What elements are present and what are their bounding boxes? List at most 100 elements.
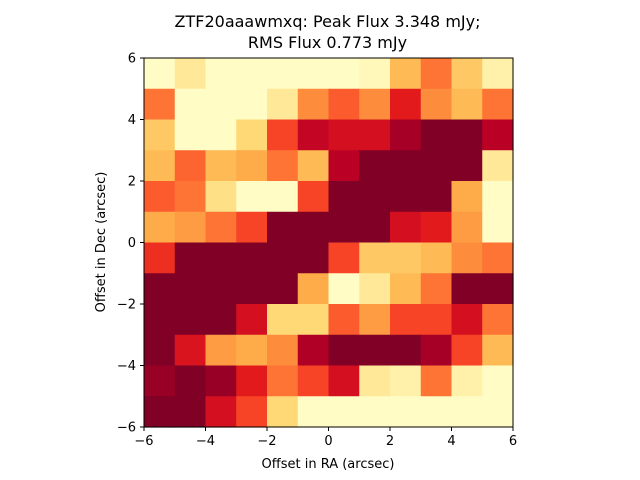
heatmap-cell: [144, 396, 176, 428]
heatmap-cell: [174, 304, 207, 336]
heatmap-cell: [420, 211, 453, 244]
heatmap-cell: [236, 365, 268, 397]
heatmap-cell: [482, 273, 514, 305]
heatmap-cell: [482, 58, 514, 90]
x-axis-label: Offset in RA (arcsec): [262, 457, 395, 472]
heatmap-cell: [174, 150, 207, 182]
heatmap-cell: [359, 396, 391, 428]
heatmap-cell: [267, 273, 299, 305]
heatmap-cell: [451, 181, 483, 213]
y-tick-label: 4: [128, 113, 136, 128]
heatmap-cell: [359, 150, 391, 182]
heatmap-cell: [174, 88, 207, 121]
heatmap-cell: [144, 365, 176, 397]
heatmap-cell: [482, 150, 514, 182]
heatmap-cell: [390, 119, 422, 151]
heatmap-cell: [205, 242, 237, 274]
heatmap-cell: [390, 242, 422, 274]
heatmap-cell: [267, 242, 299, 274]
heatmap-cell: [205, 88, 237, 121]
heatmap-cell: [205, 58, 237, 90]
heatmap-cell: [451, 334, 483, 367]
heatmap-cell: [482, 211, 514, 244]
heatmap-cell: [236, 181, 268, 213]
y-tick-label: −2: [117, 298, 136, 313]
heatmap-cell: [174, 365, 207, 397]
heatmap-cell: [297, 150, 330, 182]
heatmap-cell: [359, 304, 391, 336]
heatmap-cell: [328, 58, 360, 90]
chart-title-line1: ZTF20aaawmxq: Peak Flux 3.348 mJy;: [174, 12, 481, 31]
heatmap-cell: [297, 211, 330, 244]
heatmap-cell: [390, 304, 422, 336]
heatmap-cell: [174, 211, 207, 244]
heatmap-cell: [267, 181, 299, 213]
heatmap-cell: [451, 88, 483, 121]
y-axis-label: Offset in Dec (arcsec): [94, 172, 109, 313]
heatmap-cell: [328, 304, 360, 336]
heatmap-cell: [205, 365, 237, 397]
heatmap-cell: [451, 119, 483, 151]
heatmap-cell: [359, 211, 391, 244]
heatmap-cell: [144, 273, 176, 305]
chart-title-line2: RMS Flux 0.773 mJy: [247, 33, 408, 52]
heatmap-cell: [297, 119, 330, 151]
heatmap-cell: [236, 58, 268, 90]
heatmap-cell: [267, 334, 299, 367]
heatmap-cell: [174, 58, 207, 90]
heatmap-cell: [236, 211, 268, 244]
heatmap-cell: [144, 242, 176, 274]
heatmap-cell: [144, 334, 176, 367]
heatmap-cell: [297, 365, 330, 397]
heatmap-cell: [420, 88, 453, 121]
heatmap-cell: [420, 181, 453, 213]
heatmap-cell: [451, 365, 483, 397]
heatmap-cell: [174, 334, 207, 367]
y-tick-label: 0: [128, 236, 136, 251]
y-axis-ticks: −6 −4 −2 0 2 4 6: [117, 52, 144, 436]
heatmap-cell: [205, 181, 237, 213]
heatmap-cell: [390, 334, 422, 367]
heatmap-cell: [205, 119, 237, 151]
heatmap-cell: [144, 181, 176, 213]
heatmap-cell: [359, 88, 391, 121]
heatmap-cell: [420, 58, 453, 90]
heatmap-cell: [420, 396, 453, 428]
heatmap-cell: [359, 242, 391, 274]
heatmap-cell: [482, 119, 514, 151]
heatmap-cell: [297, 181, 330, 213]
heatmap-cell: [236, 396, 268, 428]
heatmap-cells: [144, 58, 514, 428]
y-tick-label: −6: [117, 421, 136, 436]
heatmap-cell: [420, 119, 453, 151]
heatmap-cell: [390, 88, 422, 121]
heatmap-cell: [420, 304, 453, 336]
x-axis-ticks: −6 −4 −2 0 2 4 6: [134, 427, 517, 449]
heatmap-cell: [328, 211, 360, 244]
heatmap-cell: [236, 150, 268, 182]
heatmap-cell: [482, 396, 514, 428]
x-tick-label: 2: [386, 434, 394, 449]
heatmap-cell: [236, 88, 268, 121]
heatmap-cell: [174, 242, 207, 274]
heatmap-cell: [451, 396, 483, 428]
heatmap-cell: [236, 334, 268, 367]
heatmap-cell: [328, 334, 360, 367]
heatmap-cell: [359, 273, 391, 305]
heatmap-cell: [451, 304, 483, 336]
y-tick-label: 2: [128, 175, 136, 190]
heatmap-cell: [205, 304, 237, 336]
heatmap-cell: [420, 242, 453, 274]
heatmap-cell: [144, 88, 176, 121]
heatmap-cell: [267, 58, 299, 90]
heatmap-cell: [482, 88, 514, 121]
heatmap-cell: [390, 211, 422, 244]
heatmap-cell: [359, 181, 391, 213]
heatmap-cell: [390, 150, 422, 182]
heatmap-cell: [297, 396, 330, 428]
heatmap-cell: [482, 242, 514, 274]
heatmap-cell: [328, 396, 360, 428]
y-tick-label: 6: [128, 52, 136, 67]
heatmap-cell: [144, 58, 176, 90]
